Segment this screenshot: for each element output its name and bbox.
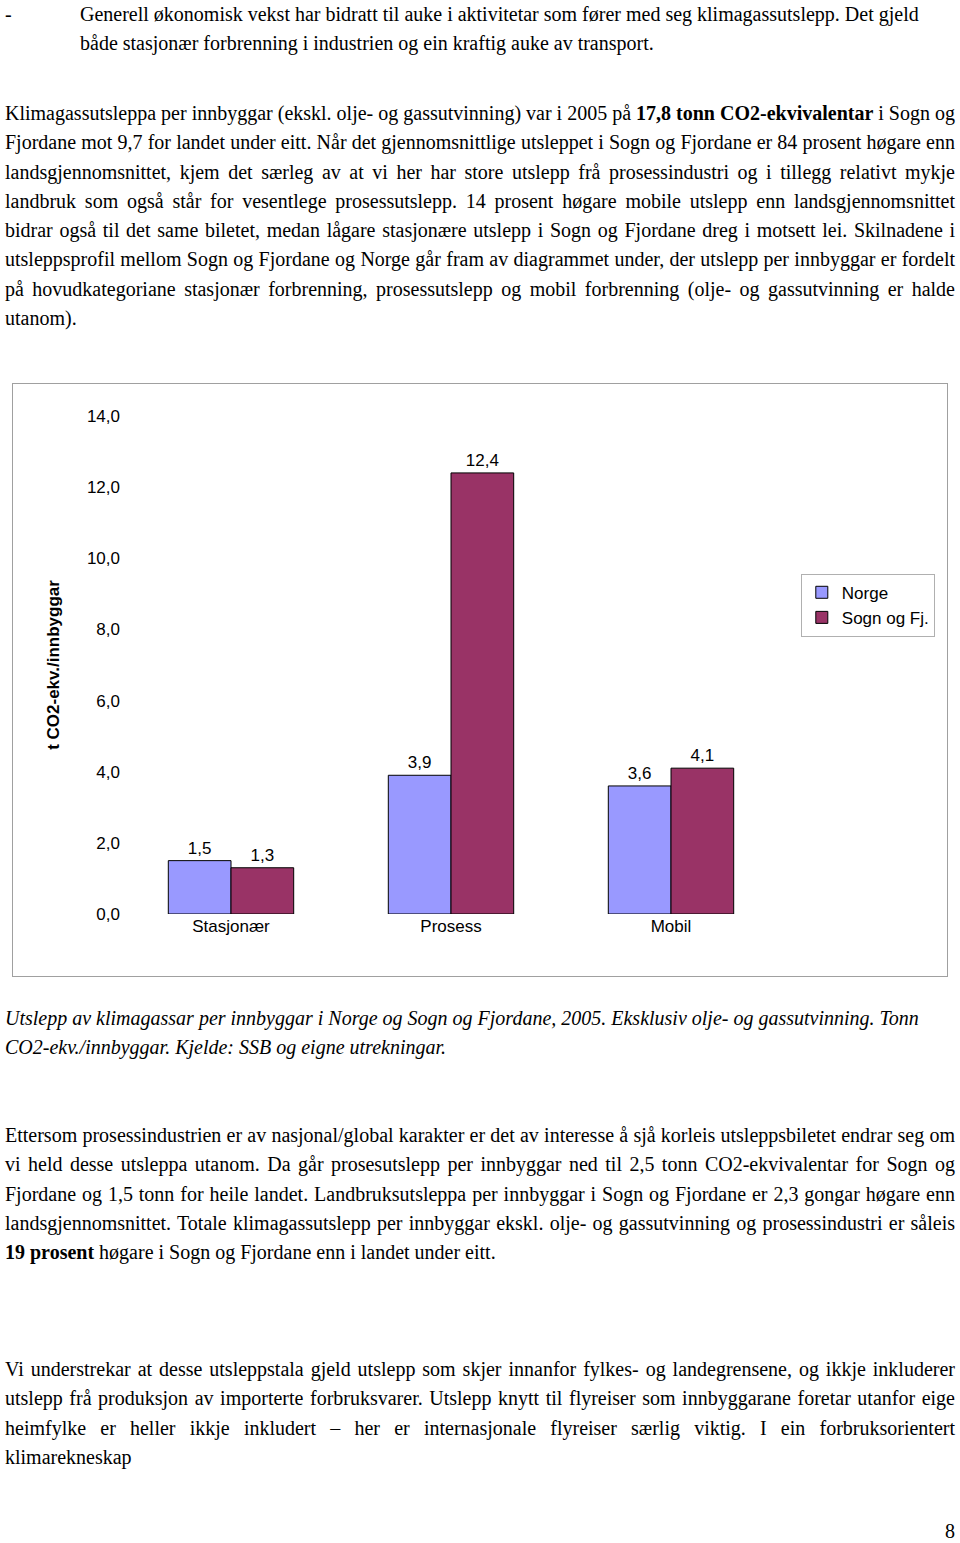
html-text:Vi understrekar at desse utsle: Vi understrekar at desse utsleppstala gj…	[5, 1358, 955, 1468]
svg-text:6,0: 6,0	[96, 692, 120, 711]
svg-text:10,0: 10,0	[87, 549, 120, 568]
html-text:8: 8	[945, 1520, 955, 1542]
svg-text:1,3: 1,3	[251, 846, 275, 865]
svg-text:14,0: 14,0	[87, 407, 120, 426]
html-text:Klimagassutsleppa per innbygga: Klimagassutsleppa per innbyggar (ekskl. …	[5, 102, 955, 330]
svg-text:Sogn og Fj.: Sogn og Fj.	[842, 609, 929, 628]
html-text:Generell økonomisk vekst har b: Generell økonomisk vekst har bidratt til…	[80, 3, 919, 55]
svg-text:Mobil: Mobil	[651, 917, 692, 936]
svg-text:1,5: 1,5	[188, 839, 212, 858]
svg-text:12,0: 12,0	[87, 478, 120, 497]
svg-text:Stasjonær: Stasjonær	[192, 917, 270, 936]
svg-text:3,9: 3,9	[408, 753, 432, 772]
svg-text:12,4: 12,4	[466, 451, 499, 470]
svg-text:4,1: 4,1	[691, 746, 715, 765]
svg-text:Norge: Norge	[842, 584, 888, 603]
svg-text:3,6: 3,6	[628, 764, 652, 783]
svg-text:8,0: 8,0	[96, 620, 120, 639]
svg-text:t CO2-ekv./innbyggar: t CO2-ekv./innbyggar	[44, 580, 63, 750]
svg-text:2,0: 2,0	[96, 834, 120, 853]
svg-text:4,0: 4,0	[96, 763, 120, 782]
svg-text:0,0: 0,0	[96, 905, 120, 924]
html-text:Ettersom prosessindustrien er: Ettersom prosessindustrien er av nasjona…	[5, 1124, 955, 1234]
html-text:Utslepp av klimagassar per inn: Utslepp av klimagassar per innbyggar i N…	[5, 1007, 919, 1059]
svg-text:Prosess: Prosess	[420, 917, 481, 936]
html-text:19 prosent høgare i Sogn og Fj: 19 prosent høgare i Sogn og Fjordane enn…	[5, 1241, 496, 1264]
